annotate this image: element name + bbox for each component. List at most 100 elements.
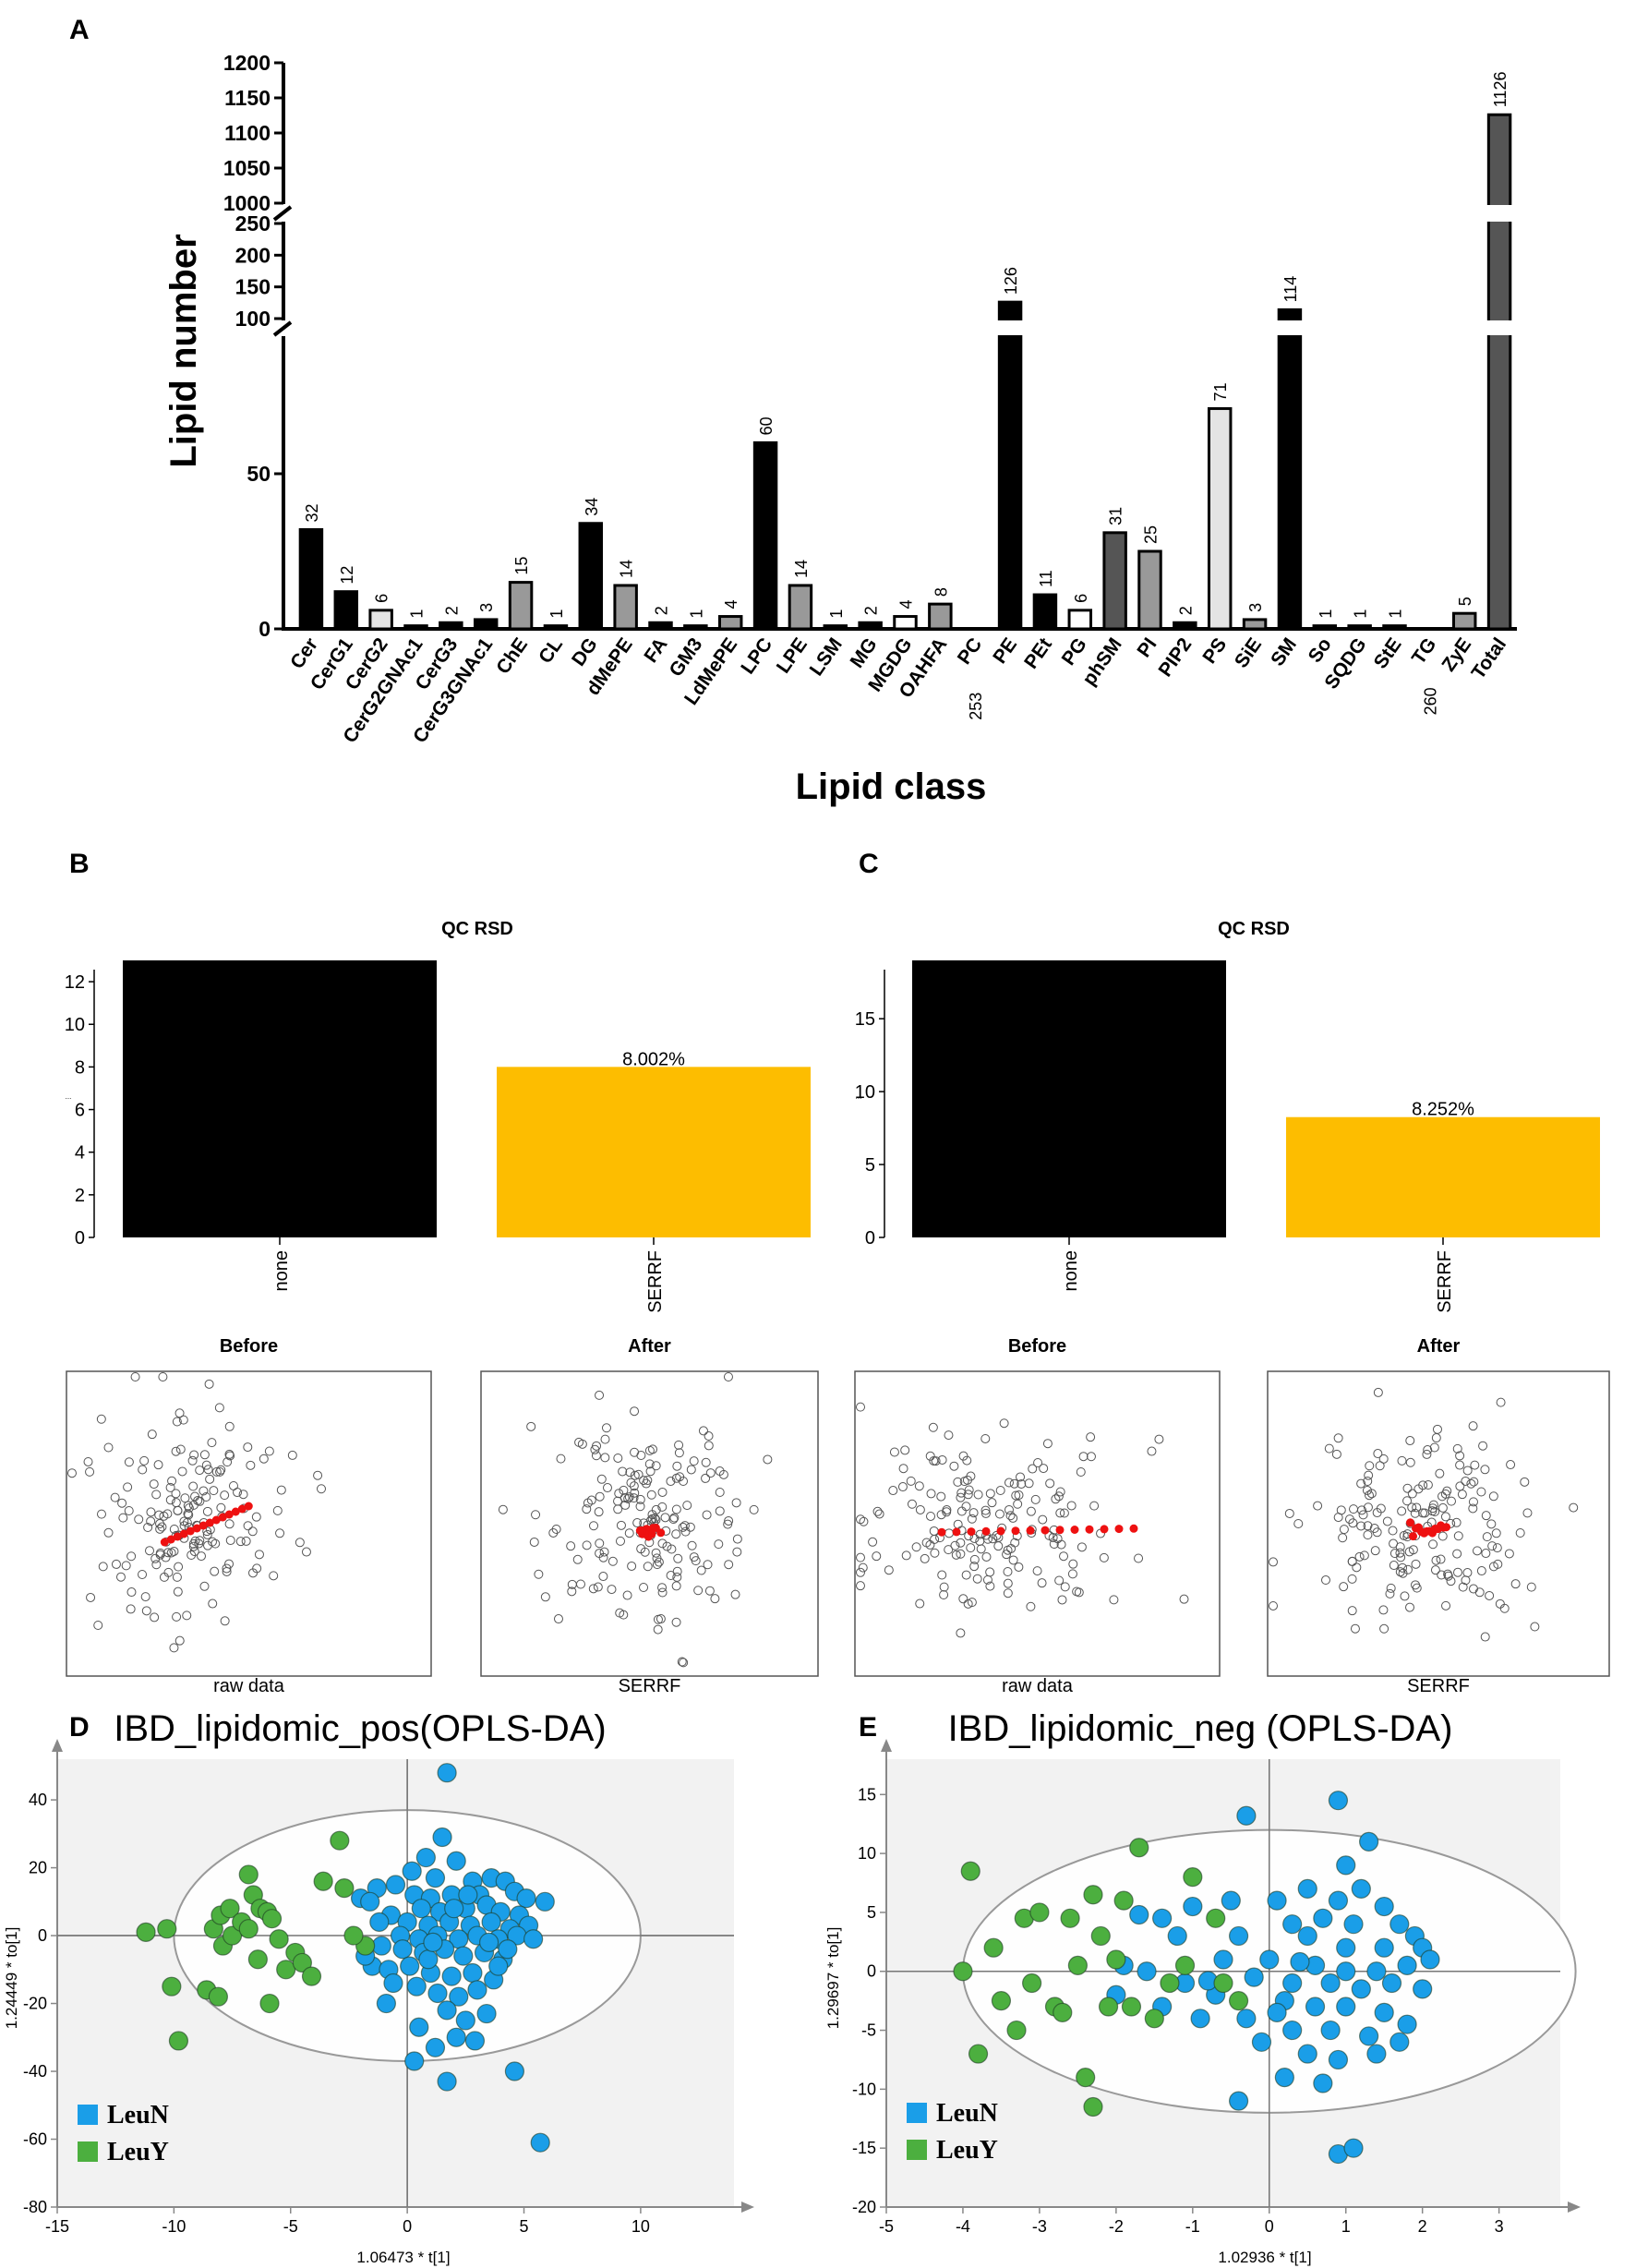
sample-point (553, 1614, 563, 1624)
sample-point (629, 1481, 639, 1491)
point-LeuN (425, 2037, 446, 2057)
sample-point (677, 1657, 687, 1667)
point-LeuN (1343, 1914, 1364, 1935)
sample-point (613, 1496, 623, 1506)
point-LeuY (1113, 1890, 1134, 1911)
sample-point (596, 1474, 607, 1484)
sample-point (162, 1509, 173, 1519)
sample-point (540, 1592, 550, 1602)
sample-point (995, 1486, 1005, 1496)
sample-point (1418, 1480, 1428, 1490)
sample-point (1495, 1598, 1505, 1609)
point-LeuN (1297, 1925, 1317, 1947)
sample-point (1016, 1478, 1027, 1489)
point-LeuY (157, 1919, 177, 1939)
bar-MGDG (893, 615, 918, 631)
point-LeuY (1160, 1972, 1180, 1994)
y-tick-label: 0 (75, 1228, 85, 1249)
sample-point (1154, 1434, 1164, 1444)
opls-da-neg-plot: IBD_lipidomic_neg (OPLS-DA) 1.02936 * t[… (824, 1708, 1581, 2266)
point-LeuN (411, 1899, 431, 1919)
qc-point (996, 1526, 1005, 1536)
sample-point (1375, 1461, 1385, 1471)
sample-point (667, 1544, 677, 1554)
sample-point (123, 1482, 133, 1492)
sample-point (1099, 1552, 1109, 1562)
sample-point (209, 1486, 219, 1496)
bar-DG (578, 522, 604, 631)
sample-point (704, 1431, 714, 1442)
sample-point (1037, 1578, 1047, 1588)
sample-point (153, 1460, 163, 1470)
sample-point (599, 1547, 609, 1557)
sample-point (195, 1496, 205, 1506)
sample-point (915, 1598, 925, 1609)
sample-point (103, 1442, 114, 1453)
sample-point (201, 1460, 211, 1470)
sample-point (856, 1581, 865, 1591)
legend-swatch-LeuY (907, 2140, 927, 2160)
sample-point (1003, 1566, 1013, 1576)
point-LeuY (1228, 1991, 1249, 2011)
point-LeuY (261, 1909, 283, 1929)
bar-FA (648, 621, 673, 631)
qc-point (952, 1527, 961, 1537)
category-label: DG (568, 634, 602, 670)
sample-point (126, 1587, 137, 1598)
sample-point (672, 1461, 682, 1471)
sample-point (1515, 1527, 1525, 1538)
qc-point (656, 1528, 666, 1538)
sample-point (138, 1570, 148, 1580)
sample-point (202, 1506, 212, 1516)
sample-point (1038, 1514, 1048, 1525)
bar-phSM (1102, 531, 1127, 631)
sample-point (653, 1614, 663, 1624)
bar-ZyE (1451, 611, 1477, 631)
panel-label-d: D (69, 1712, 90, 1743)
sample-point (930, 1548, 940, 1558)
sample-point (710, 1594, 720, 1604)
sample-point (618, 1466, 628, 1477)
point-LeuN (409, 2017, 429, 2037)
y-axis-label: ... (856, 1092, 862, 1101)
category-label: PIP2 (1154, 634, 1196, 681)
sample-point (566, 1541, 576, 1551)
sample-point (1045, 1478, 1055, 1489)
sample-point (888, 1486, 898, 1496)
sample-point (1455, 1451, 1465, 1461)
sample-point (914, 1481, 924, 1491)
category-label: SM (1267, 634, 1301, 670)
point-LeuN (455, 2010, 475, 2031)
sample-point (1030, 1494, 1041, 1504)
sample-point (220, 1616, 230, 1626)
sample-point (601, 1423, 611, 1433)
point-LeuN (423, 1932, 443, 1953)
sample-point (1362, 1485, 1372, 1495)
sample-point (956, 1492, 966, 1502)
bar-break-gap (1415, 205, 1444, 222)
point-LeuY (1213, 1972, 1233, 1994)
sample-point (679, 1477, 689, 1487)
sample-point (222, 1566, 232, 1576)
sample-point (671, 1529, 681, 1539)
point-LeuN (1389, 2032, 1410, 2052)
sample-point (763, 1454, 773, 1465)
point-LeuY (276, 1960, 296, 1980)
sample-point (1493, 1559, 1503, 1569)
y-tick-label: 1150 (224, 86, 271, 110)
sample-point (498, 1504, 508, 1514)
point-LeuN (415, 1847, 436, 1868)
qc-point (1026, 1526, 1035, 1535)
sample-point (956, 1488, 967, 1498)
point-LeuN (1282, 1972, 1303, 1994)
sample-point (1013, 1499, 1023, 1509)
sample-point (233, 1488, 243, 1498)
sample-point (1395, 1548, 1405, 1558)
sample-point (643, 1476, 653, 1486)
point-LeuN (488, 1956, 509, 1976)
point-LeuN (1366, 2044, 1387, 2064)
sample-point (246, 1460, 256, 1470)
y-tick-label: 1050 (223, 156, 271, 180)
sample-point (1004, 1478, 1014, 1488)
